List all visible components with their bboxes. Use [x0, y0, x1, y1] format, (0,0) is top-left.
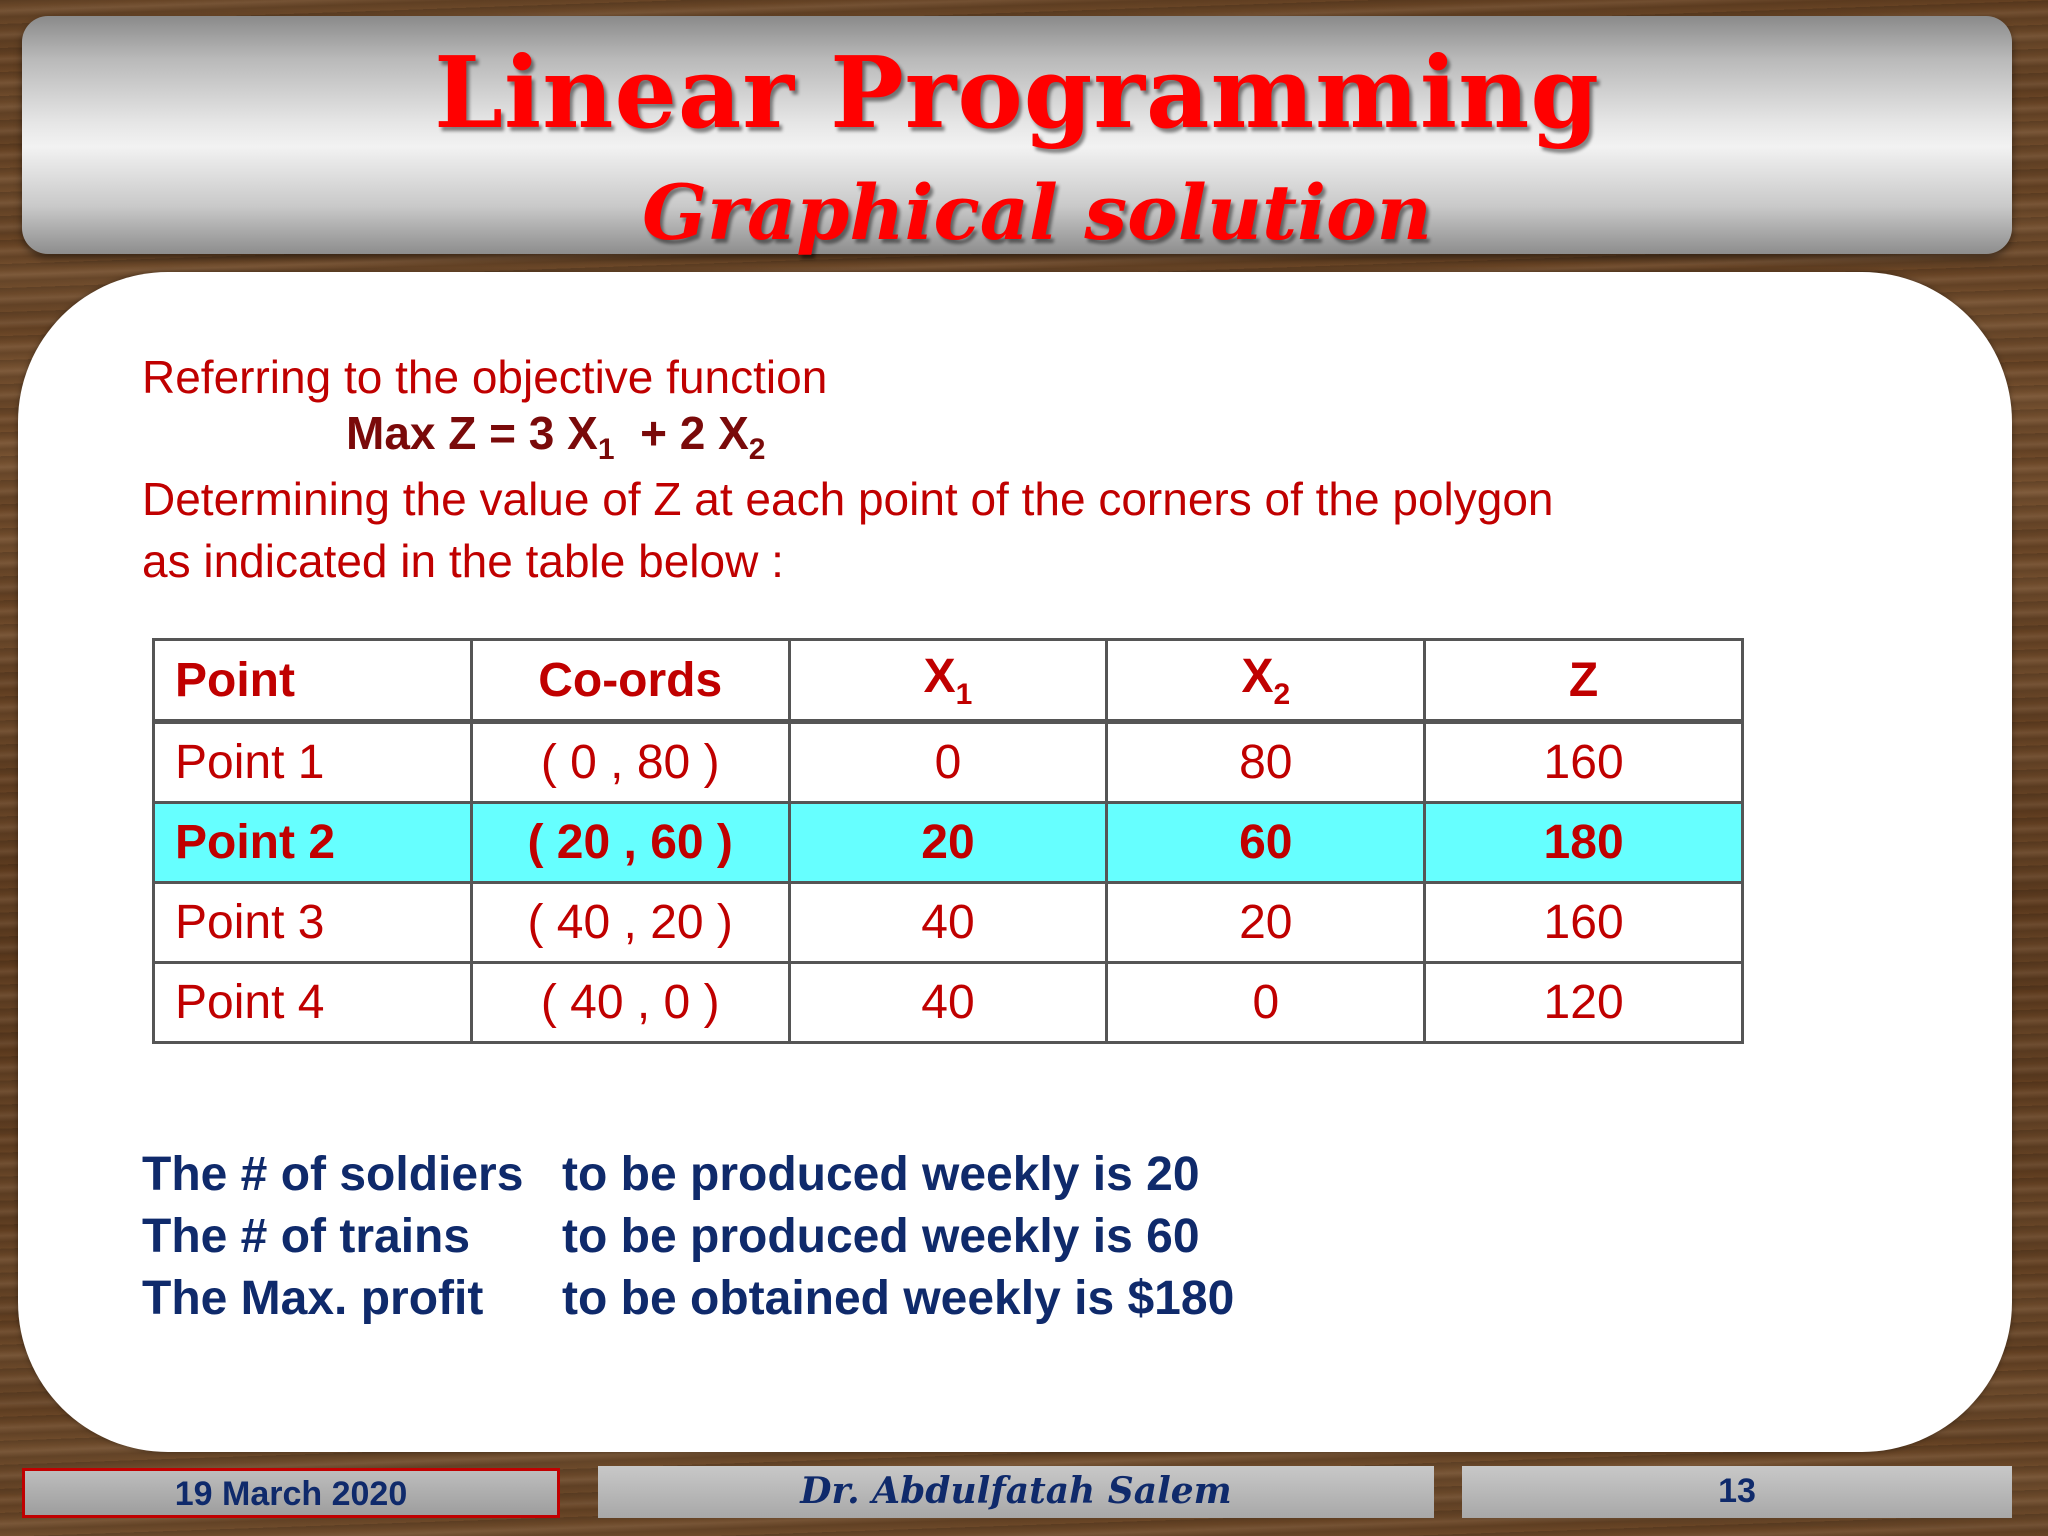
cell-z: 180 — [1423, 801, 1744, 884]
slide-subtitle: Graphical solution — [642, 168, 1432, 257]
title-banner: Linear Programming Graphical solution — [22, 16, 2012, 257]
cell-x1: 40 — [787, 881, 1109, 964]
cell-x2: 60 — [1105, 801, 1427, 884]
objective-function: Max Z = 3 X1 + 2 X2 — [346, 406, 765, 467]
formula-subscript-2: 2 — [748, 433, 766, 466]
cell-x2: 20 — [1105, 881, 1427, 964]
formula-middle: + 2 X — [614, 407, 749, 459]
cell-point: Point 4 — [152, 961, 473, 1044]
conclusion-lead: The Max. profit — [142, 1272, 484, 1325]
table-row: Point 4 ( 40 , 0 ) 40 0 120 — [152, 961, 1744, 1044]
header-point: Point — [152, 638, 473, 724]
cell-x2: 0 — [1105, 961, 1427, 1044]
conclusion-rest: to be produced weekly is 60 — [562, 1210, 1200, 1263]
cell-z: 160 — [1423, 720, 1744, 804]
header-z: Z — [1423, 638, 1744, 724]
header-x2: X2 — [1105, 638, 1427, 724]
intro-line-2: Determining the value of Z at each point… — [142, 473, 1554, 525]
intro-line-1: Referring to the objective function — [142, 351, 828, 403]
conclusion-soldiers: The # of soldiers to be produced weekly … — [142, 1144, 1234, 1206]
intro-line-3: as indicated in the table below : — [142, 535, 784, 587]
cell-coords: ( 40 , 0 ) — [469, 961, 791, 1044]
conclusion-lead: The # of trains — [142, 1210, 471, 1263]
table-row: Point 1 ( 0 , 80 ) 0 80 160 — [152, 720, 1744, 804]
cell-x1: 0 — [787, 720, 1109, 804]
header-x1-subscript: 1 — [955, 677, 973, 711]
cell-z: 120 — [1423, 961, 1744, 1044]
conclusion-text: The # of soldiers to be produced weekly … — [142, 1144, 1234, 1330]
header-x2-label: X — [1241, 649, 1274, 703]
footer-date: 19 March 2020 — [22, 1468, 560, 1518]
cell-coords: ( 40 , 20 ) — [469, 881, 791, 964]
cell-x1: 40 — [787, 961, 1109, 1044]
header-x1: X1 — [787, 638, 1109, 724]
cell-z: 160 — [1423, 881, 1744, 964]
intro-text-2: Determining the value of Z at each point… — [142, 468, 1792, 592]
footer-author: Dr. Abdulfatah Salem — [598, 1466, 1434, 1518]
cell-point: Point 1 — [152, 720, 473, 804]
corner-points-table: Point Co-ords X1 X2 Z Point 1 ( 0 , 80 )… — [152, 638, 1744, 1044]
conclusion-rest: to be produced weekly is 20 — [562, 1148, 1200, 1201]
header-coords: Co-ords — [469, 638, 791, 724]
table-header-row: Point Co-ords X1 X2 Z — [152, 638, 1744, 724]
cell-point: Point 3 — [152, 881, 473, 964]
cell-x2: 80 — [1105, 720, 1427, 804]
table-row: Point 3 ( 40 , 20 ) 40 20 160 — [152, 881, 1744, 964]
conclusion-lead: The # of soldiers — [142, 1148, 524, 1201]
conclusion-trains: The # of trains to be produced weekly is… — [142, 1206, 1234, 1268]
formula-subscript-1: 1 — [597, 433, 615, 466]
table-row-optimal: Point 2 ( 20 , 60 ) 20 60 180 — [152, 801, 1744, 884]
conclusion-profit: The Max. profit to be obtained weekly is… — [142, 1268, 1234, 1330]
intro-text: Referring to the objective function — [142, 346, 1742, 408]
cell-coords: ( 0 , 80 ) — [469, 720, 791, 804]
formula-prefix: Max Z = 3 X — [346, 407, 598, 459]
cell-coords: ( 20 , 60 ) — [469, 801, 791, 884]
conclusion-rest: to be obtained weekly is $180 — [562, 1272, 1235, 1325]
page-number: 13 — [1462, 1466, 2012, 1518]
cell-point: Point 2 — [152, 801, 473, 884]
header-x2-subscript: 2 — [1273, 677, 1291, 711]
cell-x1: 20 — [787, 801, 1109, 884]
header-x1-label: X — [923, 649, 956, 703]
slide-title: Linear Programming — [434, 36, 1600, 151]
